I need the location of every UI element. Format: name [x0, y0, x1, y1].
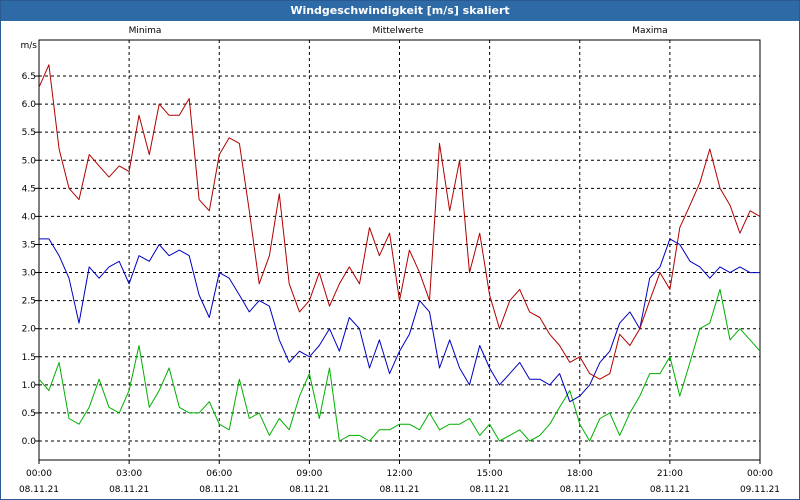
axes: 0.0 0.5 1.0 1.5 2.0 2.5 3.0 3.5 4.0 4.5 5.0 5.5 6.0 6…: [19, 41, 780, 495]
x-tick-date-label: 08.11.21: [109, 485, 149, 495]
series-lines: [38, 64, 761, 442]
y-tick-label: 6.5: [22, 72, 36, 82]
x-tick-date-label: 08.11.21: [560, 485, 600, 495]
x-tick-time-label: 21:00: [657, 469, 683, 479]
y-tick-label: 5.5: [22, 128, 36, 138]
x-tick-date-label: 08.11.21: [289, 485, 329, 495]
x-tick-time-label: 12:00: [387, 469, 413, 479]
legend: Minima Mittelwerte Maxima: [129, 26, 668, 36]
series-line-maxima: [38, 64, 761, 380]
y-tick-label: 5.0: [22, 156, 37, 166]
x-tick-time-label: 18:00: [567, 469, 593, 479]
window-title: Windgeschwindigkeit [m/s] skaliert: [1, 1, 799, 21]
series-line-minima: [38, 288, 761, 442]
x-tick-time-label: 06:00: [206, 469, 232, 479]
x-tick-time-label: 00:00: [26, 469, 52, 479]
legend-label-maxima: Maxima: [632, 26, 667, 36]
y-tick-label: 2.0: [22, 325, 37, 335]
y-tick-label: 0.5: [22, 409, 36, 419]
y-tick-label: 3.5: [22, 240, 36, 250]
y-tick-label: 4.0: [22, 212, 37, 222]
x-tick-time-label: 00:00: [747, 469, 773, 479]
y-tick-label: 4.5: [22, 184, 36, 194]
x-tick-date-label: 08.11.21: [19, 485, 59, 495]
x-tick-date-label: 08.11.21: [379, 485, 419, 495]
x-tick-time-label: 15:00: [477, 469, 503, 479]
y-axis-unit-label: m/s: [21, 41, 38, 51]
y-tick-label: 3.0: [22, 269, 37, 279]
legend-label-minima: Minima: [129, 26, 162, 36]
x-tick-time-label: 09:00: [296, 469, 322, 479]
y-tick-label: 0.0: [22, 437, 37, 447]
y-tick-label: 1.0: [22, 381, 37, 391]
x-tick-date-label: 08.11.21: [470, 485, 510, 495]
legend-label-mittelwerte: Mittelwerte: [372, 26, 423, 36]
y-tick-label: 6.0: [22, 100, 37, 110]
x-tick-date-label: 09.11.21: [740, 485, 780, 495]
x-tick-date-label: 08.11.21: [199, 485, 239, 495]
y-tick-label: 1.5: [22, 353, 36, 363]
x-tick-time-label: 03:00: [116, 469, 142, 479]
y-tick-label: 2.5: [22, 297, 36, 307]
x-tick-date-label: 08.11.21: [650, 485, 690, 495]
